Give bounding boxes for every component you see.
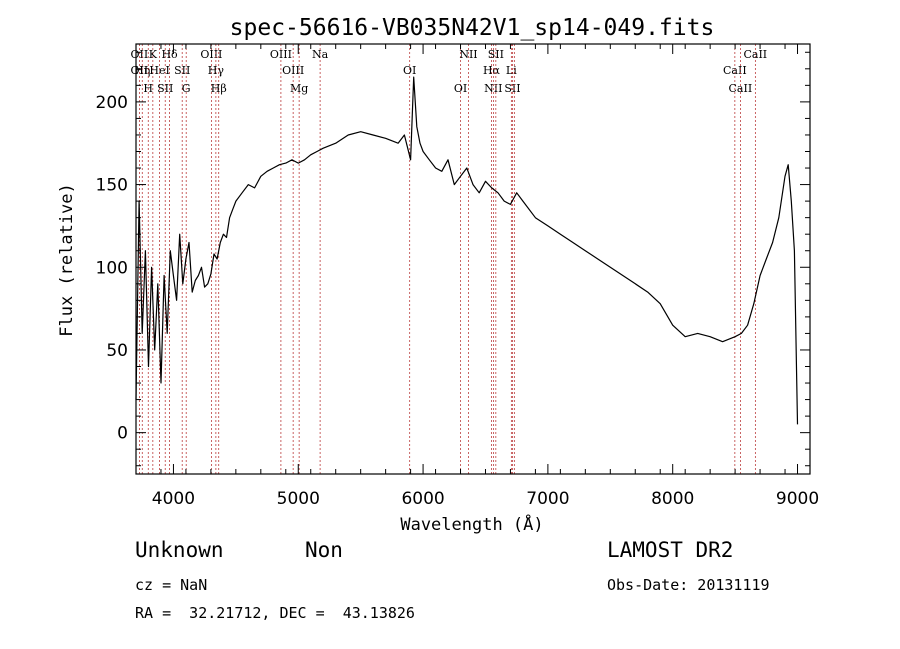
y-tick-label: 200	[96, 93, 128, 113]
line-label: CaII	[743, 48, 767, 61]
line-label: Na	[312, 48, 329, 61]
line-label: OIII	[282, 64, 304, 77]
line-label: CaII	[723, 64, 747, 77]
plot-frame	[135, 43, 811, 475]
spectrum-line	[135, 76, 799, 425]
line-label: Li	[506, 64, 517, 77]
line-label: Hα	[483, 64, 501, 77]
cz-label: cz = NaN	[135, 576, 208, 594]
line-label: H	[143, 82, 153, 95]
obs-date-label: Obs-Date: 20131119	[607, 576, 770, 594]
line-label: SII	[488, 48, 504, 61]
line-label: OII	[131, 64, 149, 77]
x-tick-label: 5000	[277, 489, 320, 509]
y-tick-label: 0	[117, 424, 128, 444]
line-label: OI	[403, 64, 416, 77]
line-label: SII	[157, 82, 173, 95]
x-axis-label: Wavelength (Å)	[400, 513, 543, 535]
x-tick-label: 6000	[401, 489, 444, 509]
x-tick-label: 4000	[152, 489, 195, 509]
line-label: HeI	[149, 64, 169, 77]
chart-title: spec-56616-VB035N42V1_sp14-049.fits	[230, 15, 715, 41]
line-label: OI	[454, 82, 467, 95]
survey-label: LAMOST DR2	[607, 538, 734, 562]
line-label: OII	[131, 48, 149, 61]
line-label: CaII	[729, 82, 753, 95]
class-label: Unknown	[135, 538, 224, 562]
line-label: Hβ	[211, 82, 227, 95]
line-label: OIII	[200, 48, 222, 61]
axes: 4000 5000 6000 7000 8000 9000 0 50 100 150 200	[96, 44, 819, 509]
x-tick-label: 9000	[776, 489, 819, 509]
y-tick-label: 150	[96, 176, 128, 196]
line-label: SII	[504, 82, 520, 95]
subclass-label: Non	[305, 538, 343, 562]
line-label: G	[182, 82, 191, 95]
spectral-line-markers: OIIOIIHηHKHeISIIHδSIIGOIIIHγHβOIIIOIIIMg…	[131, 44, 767, 474]
x-tick-label: 7000	[526, 489, 569, 509]
line-label: OIII	[270, 48, 292, 61]
y-tick-label: 100	[96, 258, 128, 278]
line-label: SII	[174, 64, 190, 77]
line-label: Mg	[290, 82, 308, 95]
coords-label: RA = 32.21712, DEC = 43.13826	[135, 604, 415, 622]
line-label: Hδ	[161, 48, 178, 61]
y-axis-label: Flux (relative)	[57, 183, 77, 337]
line-label: NII	[459, 48, 477, 61]
x-tick-label: 8000	[651, 489, 694, 509]
line-label: Hγ	[208, 64, 225, 77]
spectrum-series	[135, 76, 799, 425]
line-label: K	[149, 48, 158, 61]
line-label: NII	[484, 82, 502, 95]
y-tick-label: 50	[106, 341, 128, 361]
line-label: Hη	[134, 64, 150, 77]
